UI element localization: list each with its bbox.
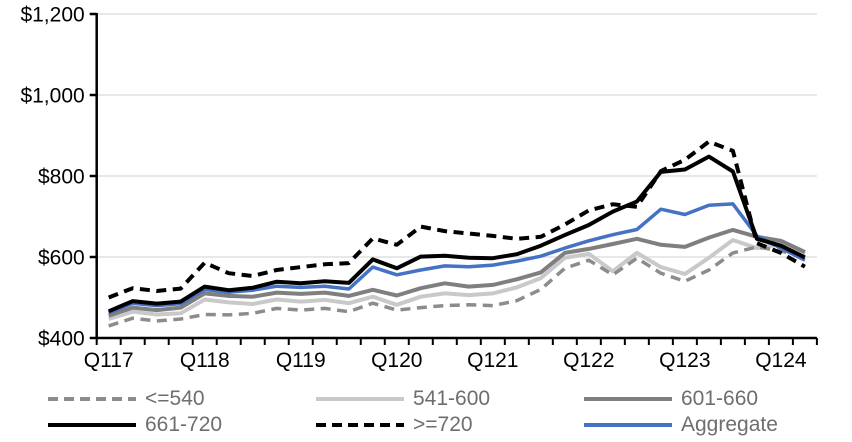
x-axis-tick-label: Q121: [467, 349, 518, 372]
series-line-661-720: [107, 154, 806, 314]
y-axis-tick-label: $600: [38, 247, 85, 270]
series-line-541-600: [108, 238, 806, 321]
legend-swatch-601-660: [584, 397, 672, 401]
x-axis-tick-label: Q117: [84, 349, 134, 372]
legend-item-661-720: 661-720: [48, 413, 316, 437]
legend-swatch-661-720: [48, 423, 136, 427]
legend-label-720: >=720: [413, 413, 473, 436]
legend-swatch-aggregate: [584, 423, 672, 427]
legend-row-1: <=540 541-600 601-660: [0, 386, 852, 412]
chart-svg: $400 $600 $800 $1,000 $1,200 Q117 Q118 Q119 Q120…: [20, 4, 818, 372]
legend-swatch-540: [48, 397, 136, 401]
legend-label-661-720: 661-720: [145, 413, 223, 436]
series-line-720: [107, 139, 806, 300]
series-line-aggregate: [108, 202, 806, 315]
x-axis-tick-label: Q123: [659, 349, 710, 372]
legend-item-720: >=720: [316, 413, 584, 437]
x-axis-tick-label: Q120: [371, 349, 422, 372]
legend-item-541-600: 541-600: [316, 387, 584, 411]
legend-row-2: 661-720 >=720 Aggregate: [0, 412, 852, 438]
legend-label-601-660: 601-660: [681, 387, 759, 410]
legend-label-aggregate: Aggregate: [681, 413, 778, 436]
x-axis-tick-label: Q122: [563, 349, 614, 372]
series-line-540: [108, 245, 806, 328]
legend-swatch-541-600: [316, 397, 404, 401]
legend-swatch-720: [316, 423, 404, 427]
series-line-601-660: [108, 227, 806, 318]
x-axis-tick-label: Q124: [755, 349, 807, 372]
y-axis-tick-label: $1,200: [20, 4, 84, 27]
legend-item-540: <=540: [48, 387, 316, 411]
x-axis-tick-label: Q119: [276, 349, 326, 372]
legend-label-541-600: 541-600: [413, 387, 491, 410]
legend-item-aggregate: Aggregate: [584, 413, 852, 437]
y-axis-tick-label: $1,000: [20, 85, 84, 108]
chart-legend: <=540 541-600 601-660 661-720 >=720 Aggregate: [0, 386, 852, 438]
x-axis-tick-label: Q118: [180, 349, 230, 372]
legend-item-601-660: 601-660: [584, 387, 852, 411]
y-axis-tick-label: $800: [38, 166, 85, 189]
legend-label-540: <=540: [145, 387, 205, 410]
y-axis-tick-label: $400: [38, 328, 85, 351]
